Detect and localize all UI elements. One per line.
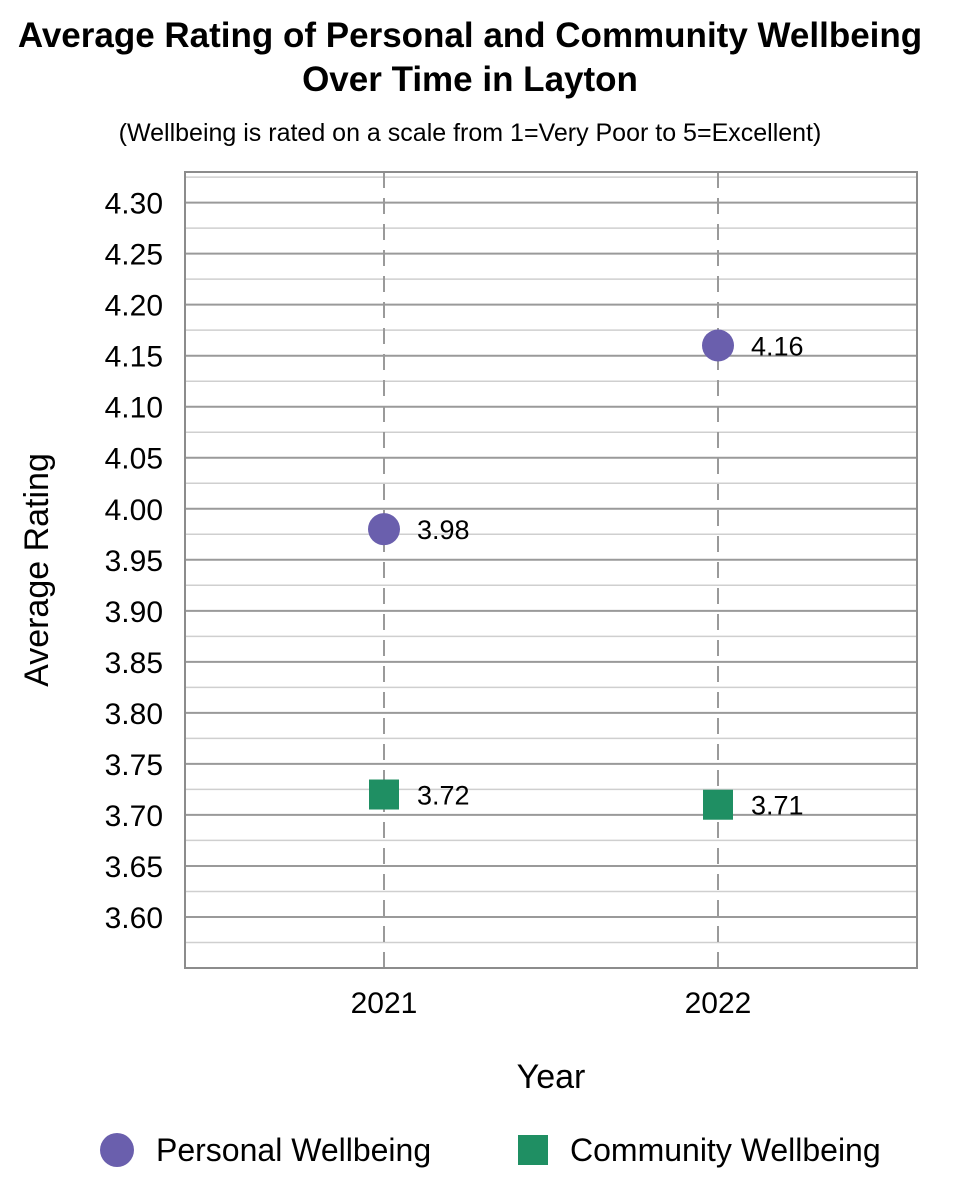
chart-title-line-2: Over Time in Layton <box>302 60 638 99</box>
plot-area-frame <box>184 171 918 969</box>
data-label: 4.16 <box>751 331 804 361</box>
x-axis-tick-labels: 2021 2022 <box>351 987 752 1020</box>
y-axis-tick-labels: 3.60 3.65 3.70 3.75 3.80 3.85 3.90 3.95 4.00 4.05… <box>105 188 163 935</box>
chart-title: Average Rating of Personal and Community… <box>0 14 940 102</box>
legend-label-community-wellbeing: Community Wellbeing <box>570 1131 881 1168</box>
y-tick-label: 4.15 <box>105 341 163 374</box>
data-label: 3.71 <box>751 791 804 821</box>
y-tick-label: 3.95 <box>105 545 163 578</box>
y-tick-label: 3.90 <box>105 596 163 629</box>
y-tick-label: 3.65 <box>105 851 163 884</box>
data-point-personal-wellbeing <box>702 329 734 362</box>
legend: Personal Wellbeing Community Wellbeing <box>0 1122 960 1178</box>
y-tick-label: 4.05 <box>105 443 163 476</box>
legend-item-personal-wellbeing: Personal Wellbeing <box>100 1122 431 1178</box>
gridlines <box>185 176 917 944</box>
x-tick-label: 2022 <box>685 987 752 1020</box>
data-point-community-wellbeing <box>703 789 733 820</box>
y-axis-title: Average Rating <box>18 453 56 687</box>
y-tick-label: 4.20 <box>105 290 163 323</box>
y-tick-label: 4.25 <box>105 239 163 272</box>
y-tick-label: 3.75 <box>105 749 163 782</box>
legend-label-personal-wellbeing: Personal Wellbeing <box>156 1131 432 1168</box>
chart-canvas: 3.60 3.65 3.70 3.75 3.80 3.85 3.90 3.95 4.00 4.05… <box>18 171 918 1096</box>
chart-subtitle: (Wellbeing is rated on a scale from 1=Ve… <box>118 119 822 147</box>
y-tick-label: 3.60 <box>105 902 163 935</box>
y-tick-label: 3.85 <box>105 647 163 680</box>
legend-item-community-wellbeing: Community Wellbeing <box>518 1122 881 1178</box>
x-tick-label: 2021 <box>351 987 418 1020</box>
category-guide-lines <box>383 172 719 968</box>
data-point-community-wellbeing <box>369 779 399 810</box>
y-tick-label: 4.30 <box>105 188 163 221</box>
y-tick-label: 3.80 <box>105 698 163 731</box>
y-tick-label: 3.70 <box>105 800 163 833</box>
legend-marker-circle-icon <box>100 1133 134 1167</box>
data-labels: 3.98 4.16 3.72 3.71 <box>417 331 804 820</box>
data-label: 3.72 <box>417 781 470 811</box>
data-point-personal-wellbeing <box>368 513 400 546</box>
chart-title-line-1: Average Rating of Personal and Community… <box>17 16 923 55</box>
y-tick-label: 4.00 <box>105 494 163 527</box>
data-points <box>368 329 734 820</box>
data-label: 3.98 <box>417 515 470 545</box>
legend-marker-square-icon <box>518 1135 548 1165</box>
y-tick-label: 4.10 <box>105 392 163 425</box>
x-axis-title: Year <box>517 1058 586 1096</box>
